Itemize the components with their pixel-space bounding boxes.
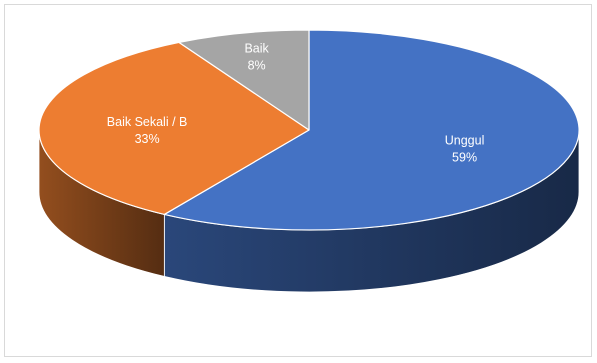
pie-slice-2 [178, 29, 310, 131]
slice-category-label-0: Unggul [445, 134, 485, 148]
pie-slice-0 [163, 29, 580, 231]
slice-percent-label-0: 59% [452, 151, 477, 165]
pie-top-faces [38, 29, 580, 231]
pie-data-labels: Unggul 59% Baik Sekali / B 33% Baik 8% [107, 41, 485, 164]
slice-percent-label-1: 33% [135, 132, 160, 146]
slice-category-label-2: Baik [244, 41, 269, 55]
slice-percent-label-2: 8% [248, 58, 266, 72]
pie-slice-1 [38, 41, 310, 216]
slice-category-label-1: Baik Sekali / B [107, 115, 188, 129]
